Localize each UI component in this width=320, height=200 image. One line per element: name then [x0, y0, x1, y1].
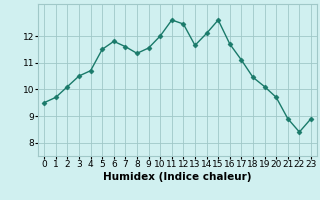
X-axis label: Humidex (Indice chaleur): Humidex (Indice chaleur) [103, 172, 252, 182]
